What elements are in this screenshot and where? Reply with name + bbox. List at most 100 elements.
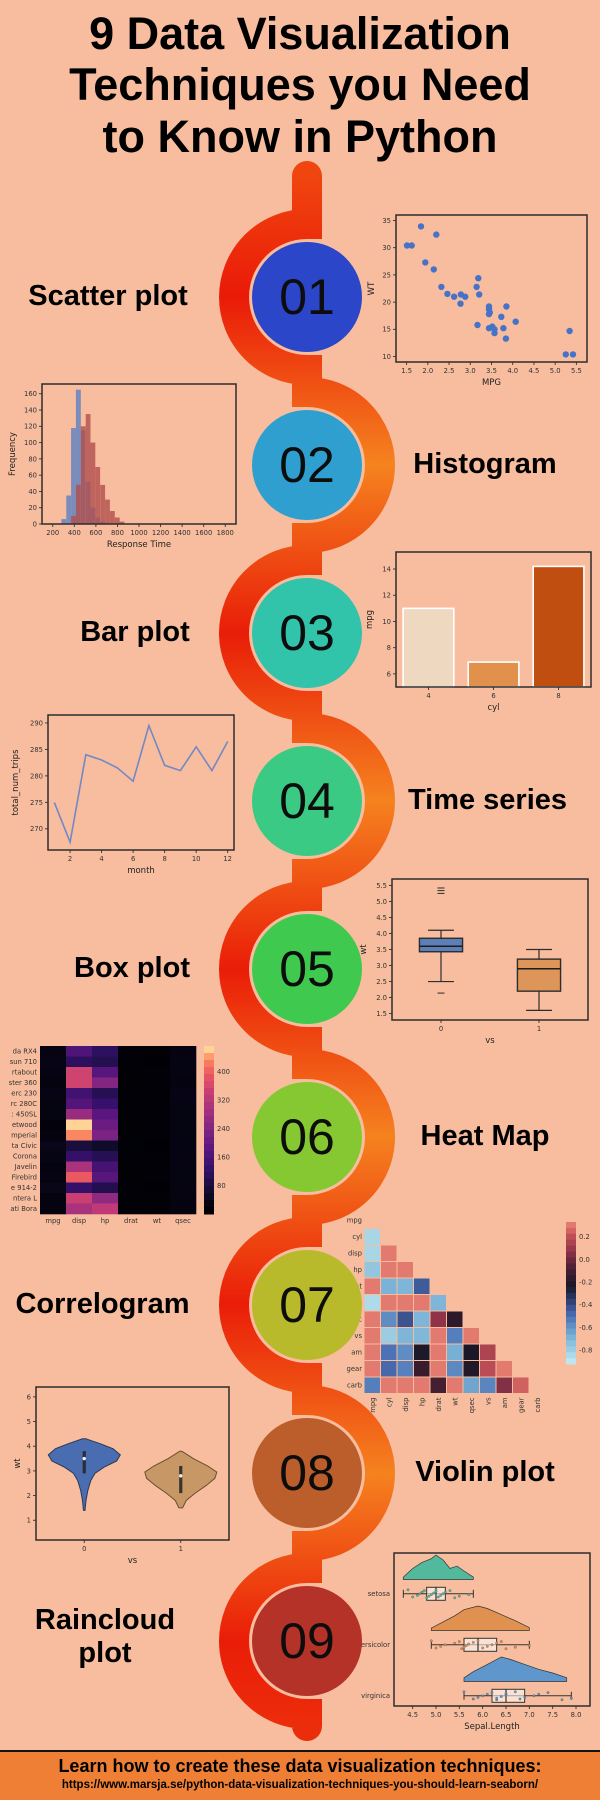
- bar-plot-chart: 6 8 10 12 14 mpg cyl 4 6 8: [365, 551, 592, 713]
- svg-text:erc 230: erc 230: [11, 1090, 37, 1098]
- svg-text:hp: hp: [353, 1266, 362, 1274]
- svg-text:6: 6: [131, 855, 135, 863]
- svg-text:200: 200: [46, 529, 59, 537]
- svg-text:da RX4: da RX4: [13, 1047, 37, 1055]
- svg-text:disp: disp: [72, 1217, 86, 1225]
- svg-text:versicolor: versicolor: [357, 1641, 390, 1649]
- svg-text:35: 35: [382, 217, 391, 225]
- svg-text:total_num_trips: total_num_trips: [11, 749, 21, 816]
- svg-text:6: 6: [491, 692, 495, 700]
- svg-text:gear: gear: [347, 1365, 363, 1373]
- step-circle-04: 04: [252, 746, 362, 856]
- time-series-chart: 270 275 280 285 290 2 4 6 8 10 12 total_num_tripsmo…: [11, 714, 235, 876]
- svg-text:vs: vs: [354, 1332, 362, 1340]
- svg-text:0: 0: [33, 520, 37, 528]
- step-number: 09: [279, 1613, 335, 1669]
- step-number: 05: [279, 941, 335, 997]
- svg-text:virginica: virginica: [361, 1692, 390, 1700]
- step-number: 03: [279, 605, 335, 661]
- section-label-violin: Violin plot: [415, 1456, 555, 1488]
- svg-text:mpg: mpg: [369, 1398, 377, 1413]
- svg-text:3.5: 3.5: [376, 946, 387, 954]
- svg-text:mpg: mpg: [347, 1217, 362, 1225]
- svg-text:8: 8: [556, 692, 560, 700]
- svg-text:cyl: cyl: [352, 1233, 362, 1241]
- heat-map-chart: da RX4 sun 710 rtabout ster 360 erc 230 rc 28…: [9, 1046, 230, 1225]
- svg-text:15: 15: [382, 326, 391, 334]
- svg-text:Frequency: Frequency: [8, 432, 18, 476]
- step-number: 04: [279, 773, 335, 829]
- svg-text:4: 4: [99, 855, 103, 863]
- svg-text:25: 25: [382, 271, 391, 279]
- svg-text:400: 400: [217, 1068, 230, 1076]
- svg-text:rtabout: rtabout: [12, 1069, 37, 1077]
- svg-text:290: 290: [30, 719, 43, 727]
- svg-text:0: 0: [82, 1545, 86, 1553]
- svg-text:240: 240: [217, 1125, 230, 1133]
- section-label-scatter: Scatter plot: [28, 280, 188, 312]
- svg-text:0.0: 0.0: [579, 1256, 590, 1264]
- svg-text:1600: 1600: [195, 529, 212, 537]
- step-circle-01: 01: [252, 242, 362, 352]
- svg-text:Firebird: Firebird: [12, 1173, 37, 1181]
- svg-text:WT: WT: [367, 281, 377, 295]
- step-circle-07: 07: [252, 1250, 362, 1360]
- svg-text:cyl: cyl: [385, 1397, 393, 1407]
- page-title-line: 9 Data Visualization: [89, 8, 511, 59]
- svg-text:3.5: 3.5: [486, 367, 497, 375]
- svg-text:6: 6: [387, 670, 391, 678]
- svg-text:3.0: 3.0: [376, 962, 387, 970]
- svg-text:wt: wt: [13, 1458, 23, 1469]
- svg-text:600: 600: [89, 529, 102, 537]
- svg-text:1000: 1000: [130, 529, 147, 537]
- step-number: 06: [279, 1109, 335, 1165]
- svg-text:5.5: 5.5: [571, 367, 582, 375]
- svg-text:4: 4: [27, 1443, 31, 1451]
- svg-text:120: 120: [24, 423, 37, 431]
- svg-text:12: 12: [223, 855, 232, 863]
- footer: Learn how to create these data visualiza…: [0, 1750, 600, 1800]
- correlogram-chart: mpgcyldisphpdratwtqsecvsamgearcarbmpgcyl…: [346, 1217, 592, 1414]
- step-number: 08: [279, 1445, 335, 1501]
- svg-text:4.0: 4.0: [376, 930, 387, 938]
- svg-text:hp: hp: [101, 1217, 110, 1225]
- svg-text:ati Bora: ati Bora: [10, 1205, 37, 1213]
- step-number: 01: [279, 269, 335, 325]
- section-label-bar: Bar plot: [80, 616, 190, 648]
- svg-text:MPG: MPG: [482, 378, 501, 388]
- svg-text:10: 10: [192, 855, 201, 863]
- svg-text:Response Time: Response Time: [107, 540, 171, 550]
- svg-text:10: 10: [382, 618, 391, 626]
- svg-text:2.0: 2.0: [376, 994, 387, 1002]
- svg-text:2: 2: [68, 855, 72, 863]
- svg-text:5.0: 5.0: [550, 367, 561, 375]
- footer-url-link[interactable]: https://www.marsja.se/python-data-visual…: [61, 1779, 539, 1791]
- svg-text:1.5: 1.5: [376, 1010, 387, 1018]
- svg-text:wt: wt: [153, 1217, 162, 1225]
- step-number: 02: [279, 437, 335, 493]
- svg-text:4.5: 4.5: [376, 914, 387, 922]
- svg-text:400: 400: [68, 529, 81, 537]
- svg-text:Javelin: Javelin: [14, 1163, 37, 1171]
- svg-text:4.5: 4.5: [407, 1711, 418, 1719]
- svg-text:3: 3: [27, 1467, 31, 1475]
- svg-text:140: 140: [24, 406, 37, 414]
- svg-text:: 450SL: : 450SL: [11, 1111, 37, 1119]
- section-label-heatmap: Heat Map: [420, 1120, 550, 1152]
- svg-text:4: 4: [426, 692, 430, 700]
- svg-text:2.0: 2.0: [422, 367, 433, 375]
- svg-text:-0.4: -0.4: [579, 1301, 592, 1309]
- svg-text:carb: carb: [347, 1382, 362, 1390]
- svg-text:wt: wt: [359, 944, 369, 955]
- svg-text:hp: hp: [418, 1398, 426, 1407]
- section-label-box: Box plot: [74, 952, 190, 984]
- svg-text:carb: carb: [534, 1398, 542, 1413]
- svg-text:wt: wt: [451, 1397, 459, 1406]
- box-plot-chart: 1.5 2.0 2.5 3.0 3.5 4.0 4.5 5.0 5.5 wt vs 0 1: [359, 878, 589, 1046]
- svg-text:Sepal.Length: Sepal.Length: [464, 1722, 520, 1732]
- svg-text:5.5: 5.5: [376, 882, 387, 890]
- svg-text:sun 710: sun 710: [10, 1058, 37, 1066]
- svg-text:4.5: 4.5: [529, 367, 540, 375]
- svg-text:3.0: 3.0: [465, 367, 476, 375]
